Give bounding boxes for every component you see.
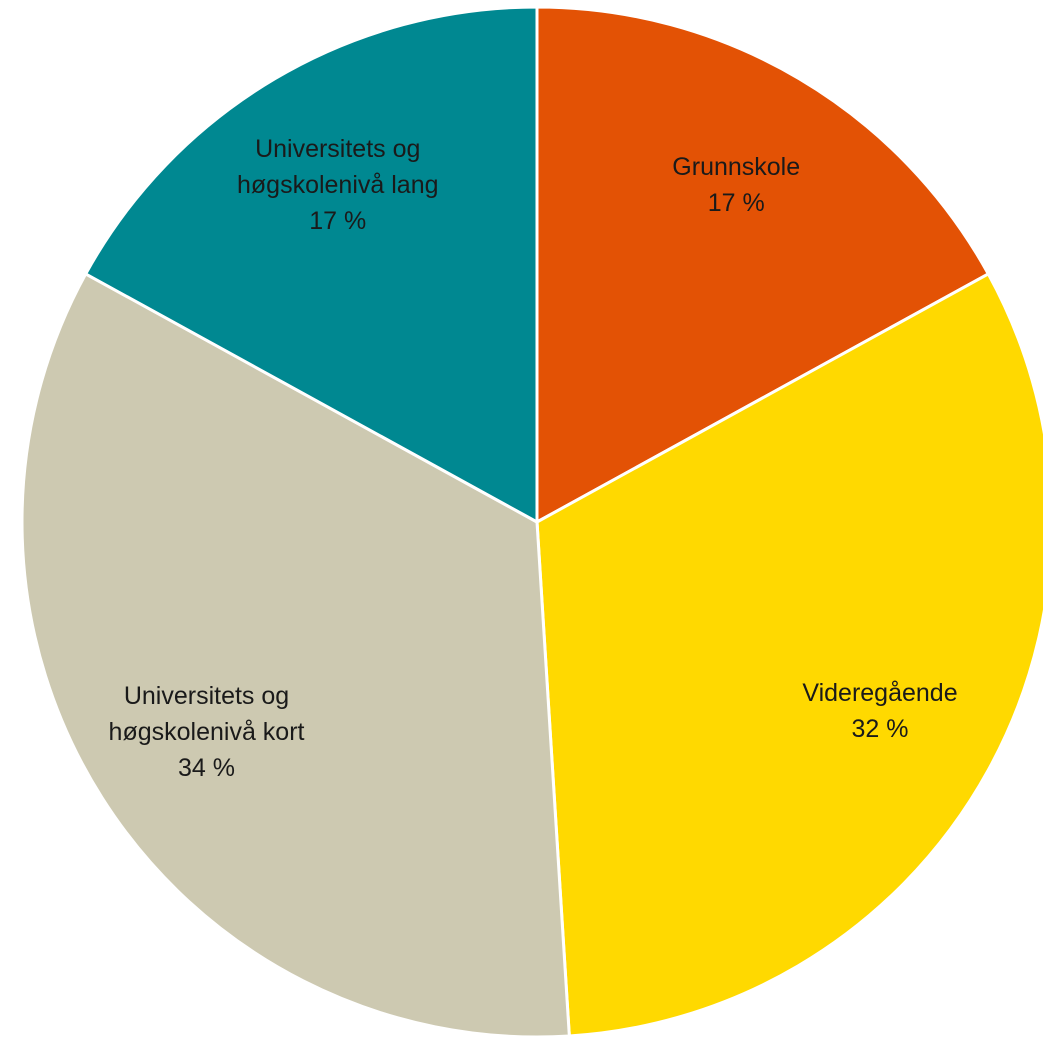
slice-label: Universitets og høgskolenivå lang 17 % [230, 131, 445, 239]
category-label: Universitets og høgskolenivå kort [108, 681, 305, 746]
category-label: Grunnskole [672, 153, 801, 182]
value-label: 32 % [851, 714, 909, 743]
slice-label: Universitets og høgskolenivå kort 34 % [99, 678, 314, 786]
value-label: 17 % [309, 207, 367, 236]
slice-label: Videregående 32 % [772, 675, 987, 747]
category-label: Universitets og høgskolenivå lang [236, 135, 439, 200]
value-label: 34 % [178, 753, 235, 782]
value-label: 17 % [707, 189, 765, 218]
pie-slice [535, 5, 991, 525]
slice-label: Grunnskole 17 % [629, 149, 844, 221]
pie-slice [535, 271, 1043, 1038]
pie-slice [83, 5, 539, 525]
category-label: Videregående [802, 678, 958, 707]
